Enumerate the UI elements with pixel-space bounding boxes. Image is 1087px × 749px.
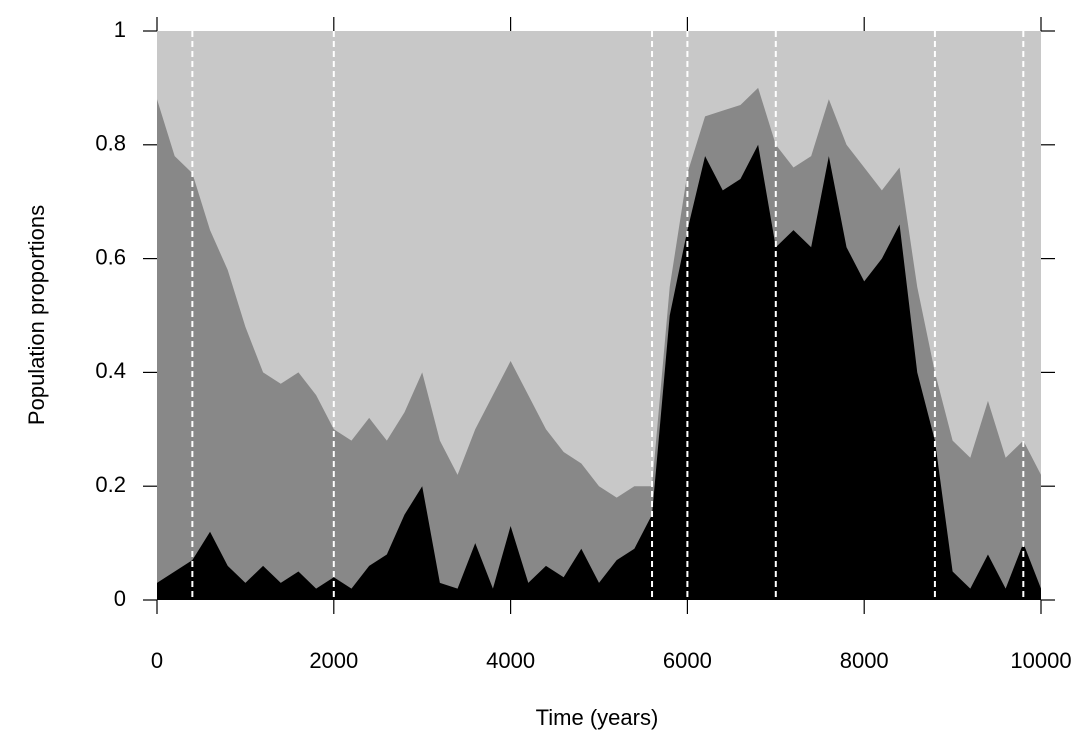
y-tick-label: 0.2 xyxy=(95,472,126,497)
area xyxy=(157,144,1041,601)
x-tick-label: 0 xyxy=(151,648,163,673)
x-axis-label: Time (years) xyxy=(536,705,659,730)
y-tick-label: 1 xyxy=(114,17,126,42)
x-tick-label: 4000 xyxy=(486,648,535,673)
y-tick-label: 0 xyxy=(114,586,126,611)
y-tick-label: 0.6 xyxy=(95,244,126,269)
x-tick-label: 2000 xyxy=(309,648,358,673)
x-tick-label: 10000 xyxy=(1010,648,1071,673)
x-tick-label: 6000 xyxy=(663,648,712,673)
y-axis-label: Population proportions xyxy=(24,205,49,425)
x-tick-label: 8000 xyxy=(840,648,889,673)
y-tick-label: 0.8 xyxy=(95,131,126,156)
y-tick-label: 0.4 xyxy=(95,358,126,383)
